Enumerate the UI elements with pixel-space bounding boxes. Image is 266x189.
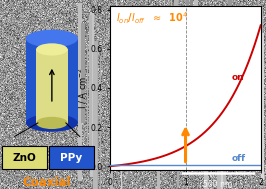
Text: Coaxial: Coaxial (23, 176, 71, 189)
Ellipse shape (26, 30, 78, 47)
Text: ZnO: ZnO (13, 153, 36, 163)
Text: PPy: PPy (60, 153, 83, 163)
Text: 500 nm: 500 nm (203, 180, 233, 189)
Text: on: on (232, 73, 245, 82)
Ellipse shape (36, 117, 68, 129)
FancyBboxPatch shape (2, 146, 47, 169)
X-axis label: V / V: V / V (176, 188, 195, 189)
Polygon shape (26, 39, 78, 123)
Ellipse shape (36, 43, 68, 56)
FancyBboxPatch shape (49, 146, 94, 169)
Polygon shape (36, 50, 68, 123)
Text: $\mathit{I}_{on}$/$\mathit{I}_{off}$  $\approx$  10$^4$: $\mathit{I}_{on}$/$\mathit{I}_{off}$ $\a… (117, 11, 189, 26)
Ellipse shape (26, 114, 78, 132)
Text: off: off (232, 154, 246, 163)
Y-axis label: I / A cm$^{-2}$: I / A cm$^{-2}$ (77, 67, 89, 109)
